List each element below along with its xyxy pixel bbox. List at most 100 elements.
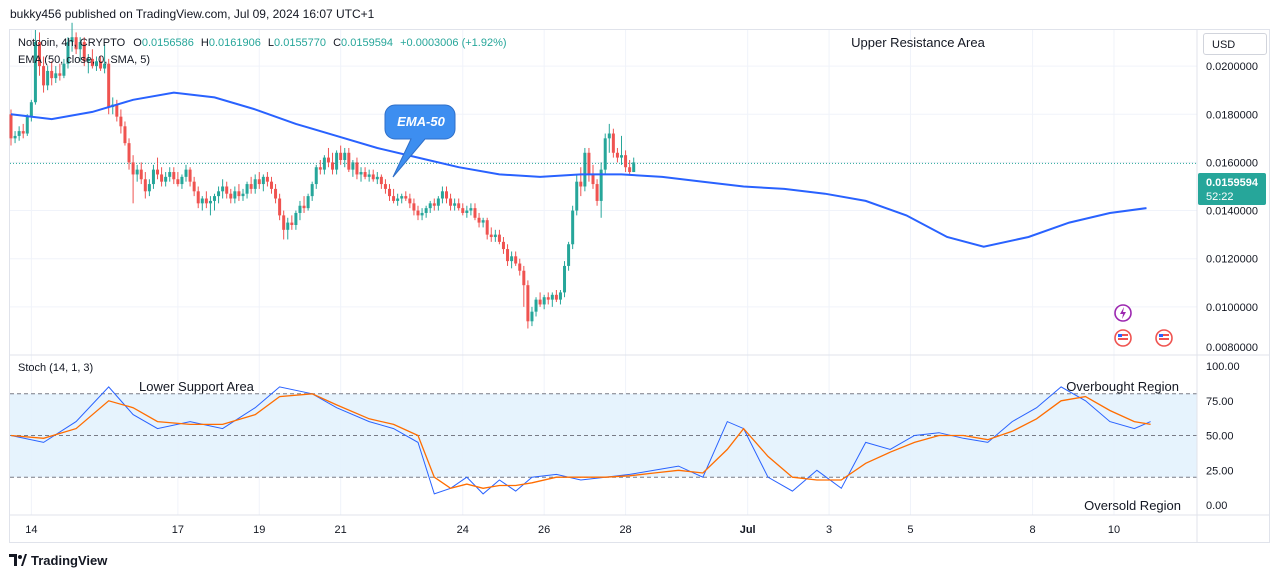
candle-body (420, 212, 424, 216)
candle-down (188, 167, 192, 187)
candle-body (282, 215, 286, 230)
publish-line: bukky456 published on TradingView.com, J… (10, 7, 375, 21)
candle-body (416, 210, 420, 216)
tradingview-logo[interactable]: TradingView (9, 553, 107, 568)
candle-body (196, 191, 200, 204)
candle-down (412, 198, 416, 216)
candle-body (400, 196, 404, 199)
candle-up (135, 164, 139, 182)
candle-up (343, 147, 347, 168)
candle-down (42, 56, 46, 93)
candle-body (17, 131, 21, 136)
candle-down (388, 184, 392, 201)
candle-up (180, 174, 184, 189)
candle-down (624, 150, 628, 173)
event-icons[interactable] (1114, 304, 1173, 347)
candle-up (563, 261, 567, 298)
candle-body (412, 203, 416, 211)
candle-body (375, 176, 379, 180)
candle-body (542, 297, 546, 305)
candle-up (550, 292, 554, 307)
candle-down (514, 251, 518, 266)
candle-body (86, 58, 90, 62)
candle-down (160, 167, 164, 187)
candle-body (184, 169, 188, 177)
candles (9, 22, 636, 329)
candle-up (575, 174, 579, 216)
candle-body (611, 133, 615, 153)
candle-up (253, 174, 257, 194)
ema-50-line (10, 91, 1147, 248)
candle-body (473, 208, 477, 218)
candle-body (176, 179, 180, 185)
candle-body (485, 220, 489, 235)
candle-down (156, 157, 160, 180)
stoch-axis: 100.00 75.00 50.00 25.00 0.00 (1206, 361, 1240, 512)
candle-up (335, 150, 339, 175)
candle-down (257, 172, 261, 189)
candle-down (379, 174, 383, 189)
candle-body (314, 167, 318, 185)
candle-body (33, 42, 37, 103)
candle-up (103, 44, 107, 74)
price-tick-label: 0.0140000 (1206, 206, 1258, 218)
price-tick-label: 0.0100000 (1206, 302, 1258, 314)
candle-body (506, 249, 510, 262)
candle-up (481, 217, 485, 228)
candle-down (115, 99, 119, 122)
candle-body (615, 152, 619, 158)
candle-body (265, 176, 269, 182)
candle-body (46, 70, 50, 86)
candle-up (359, 167, 363, 182)
time-tick-label: 3 (826, 524, 832, 536)
candle-body (530, 311, 534, 322)
candle-body (628, 167, 632, 173)
candle-body (339, 152, 343, 160)
candle-body (221, 186, 225, 192)
candle-up (54, 66, 58, 83)
candle-body (172, 172, 176, 180)
time-axis: 14 17 19 21 24 26 28 Jul 3 5 8 10 (25, 524, 1120, 536)
candle-body (37, 42, 41, 67)
candle-body (156, 169, 160, 175)
candle-up (306, 193, 310, 211)
candle-down (339, 145, 343, 165)
candle-body (335, 152, 339, 170)
currency-selector[interactable]: USD (1203, 33, 1267, 55)
candle-body (603, 138, 607, 170)
candle-down (229, 188, 233, 204)
candle-up (583, 147, 587, 192)
candle-body (383, 184, 387, 189)
candle-body (119, 116, 123, 127)
candle-up (322, 155, 326, 175)
candle-down (107, 58, 111, 115)
candle-body (449, 198, 453, 206)
candle-down (501, 237, 505, 254)
candle-body (469, 208, 473, 211)
candle-up (217, 186, 221, 204)
candle-body (115, 104, 119, 117)
candle-body (217, 191, 221, 197)
price-badge-value: 0.0159594 (1206, 177, 1259, 189)
candle-up (221, 179, 225, 199)
candle-down (497, 229, 501, 245)
candle-down (21, 123, 25, 139)
candle-body (9, 114, 13, 139)
candle-down (628, 160, 632, 175)
candle-body (103, 63, 107, 69)
oversold-label: Oversold Region (1084, 498, 1181, 513)
candle-body (558, 292, 562, 300)
candle-body (546, 297, 550, 300)
candle-down (99, 56, 103, 71)
candle-body (164, 176, 168, 182)
time-tick-label: 14 (25, 524, 37, 536)
candle-body (99, 61, 103, 69)
candle-up (66, 37, 70, 69)
candle-down (518, 258, 522, 276)
candle-up (233, 186, 237, 204)
candle-up (567, 241, 571, 271)
candle-body (233, 191, 237, 199)
legend-change: +0.0003006 (+1.92%) (400, 37, 506, 49)
candle-down (522, 265, 526, 307)
